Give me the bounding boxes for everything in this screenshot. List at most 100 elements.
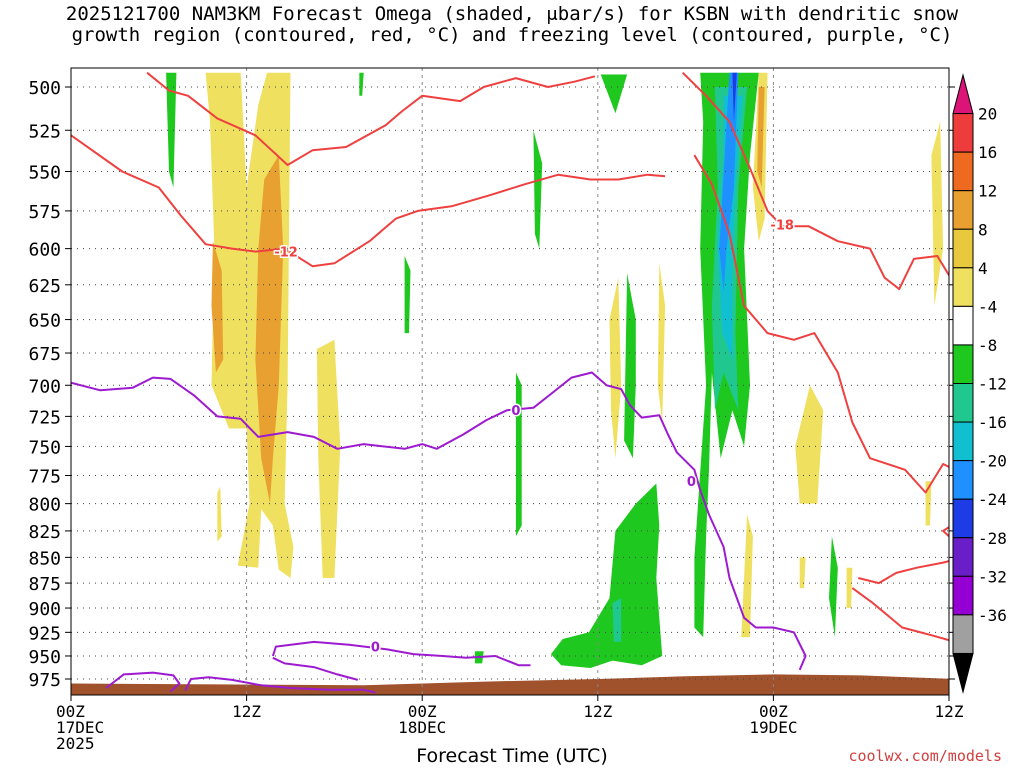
red-contour-6 bbox=[851, 587, 949, 642]
y-tick-label-775: 775 bbox=[28, 466, 61, 487]
red-contour-1 bbox=[146, 71, 596, 166]
colorbar-bin-3 bbox=[952, 190, 974, 230]
colorbar-bin-14 bbox=[952, 614, 974, 654]
omega-region-21 bbox=[795, 385, 824, 504]
colorbar-bin-12 bbox=[952, 537, 974, 577]
x-tick-label-0-0: 00Z bbox=[56, 702, 85, 721]
colorbar-label-13: -36 bbox=[978, 606, 1007, 625]
colorbar-bin-2 bbox=[952, 151, 974, 192]
y-tick-label-525: 525 bbox=[28, 121, 61, 142]
y-tick-label-975: 975 bbox=[28, 670, 61, 691]
y-tick-label-900: 900 bbox=[28, 599, 61, 620]
x-tick-label-36-0: 12Z bbox=[583, 702, 612, 721]
omega-region-12 bbox=[600, 74, 628, 114]
omega-region-16 bbox=[719, 72, 739, 292]
red-contour-3 bbox=[693, 154, 949, 494]
omega-region-9 bbox=[515, 372, 522, 537]
y-tick-label-650: 650 bbox=[28, 311, 61, 332]
x-tick-label-24-0: 00Z bbox=[408, 702, 437, 721]
omega-region-17 bbox=[732, 72, 737, 122]
omega-region-28 bbox=[846, 567, 853, 608]
omega-region-8 bbox=[533, 130, 543, 249]
colorbar-label-2: 12 bbox=[978, 182, 997, 201]
omega-region-1 bbox=[255, 155, 284, 504]
x-tick-label-24-1: 18DEC bbox=[398, 718, 446, 737]
colorbar-label-6: -8 bbox=[978, 336, 997, 355]
chart-title: 2025121700 NAM3KM Forecast Omega (shaded… bbox=[0, 4, 1024, 46]
colorbar-label-0: 20 bbox=[978, 105, 997, 124]
colorbar-bin-5 bbox=[952, 267, 974, 307]
colorbar-bin-7 bbox=[952, 344, 974, 384]
colorbar-bin-1 bbox=[952, 113, 974, 153]
x-tick-label-0-1: 17DEC bbox=[56, 718, 104, 737]
omega-region-11 bbox=[551, 483, 663, 668]
grid-lines bbox=[71, 68, 949, 695]
y-tick-label-800: 800 bbox=[28, 495, 61, 516]
colorbar-bin-4 bbox=[952, 228, 974, 269]
omega-region-18 bbox=[612, 598, 622, 642]
x-tick-label-0-2: 2025 bbox=[56, 734, 95, 753]
y-tick-label-850: 850 bbox=[28, 548, 61, 569]
y-tick-label-575: 575 bbox=[28, 202, 61, 223]
dendritic-growth-contours bbox=[71, 71, 949, 642]
red-contour-5 bbox=[858, 560, 949, 585]
colorbar-label-7: -12 bbox=[978, 375, 1007, 394]
colorbar-bin-13 bbox=[952, 575, 974, 616]
purple-contour-label-2: 0 bbox=[371, 641, 380, 656]
plot-frame bbox=[70, 67, 950, 696]
omega-region-23 bbox=[657, 263, 666, 423]
colorbar-label-10: -24 bbox=[978, 490, 1007, 509]
omega-region-6 bbox=[359, 72, 364, 96]
purple-contour-4 bbox=[105, 671, 181, 693]
terrain-fill bbox=[71, 674, 949, 695]
red-contour-2 bbox=[681, 71, 949, 291]
omega-shading bbox=[166, 72, 944, 668]
purple-contour-0 bbox=[71, 371, 807, 671]
contour-labels: -12 -18 0 0 0 bbox=[273, 217, 796, 657]
omega-region-2 bbox=[211, 241, 224, 373]
freezing-level-contours bbox=[71, 371, 807, 694]
purple-contour-3 bbox=[272, 656, 359, 681]
y-tick-label-625: 625 bbox=[28, 276, 61, 297]
omega-region-15 bbox=[717, 95, 743, 360]
y-tick-label-825: 825 bbox=[28, 522, 61, 543]
y-tick-label-700: 700 bbox=[28, 376, 61, 397]
title-line-1: 2025121700 NAM3KM Forecast Omega (shaded… bbox=[65, 3, 959, 25]
omega-region-4 bbox=[217, 486, 222, 542]
y-tick-label-675: 675 bbox=[28, 344, 61, 365]
colorbar-bin-15 bbox=[952, 652, 974, 694]
title-line-2: growth region (contoured, red, °C) and f… bbox=[71, 24, 953, 46]
omega-region-5 bbox=[166, 72, 177, 188]
colorbar-label-3: 8 bbox=[978, 220, 988, 239]
omega-region-22 bbox=[609, 277, 622, 459]
y-tick-label-925: 925 bbox=[28, 623, 61, 644]
omega-region-27 bbox=[829, 536, 838, 638]
colorbar-label-9: -20 bbox=[978, 452, 1007, 471]
y-tick-label-725: 725 bbox=[28, 407, 61, 428]
purple-contour-label-1: 0 bbox=[687, 475, 696, 490]
colorbar: 20 16 12 8 4 -4 -8 -12 -16 -20 -24 -28 -32 -36 bbox=[952, 73, 1007, 694]
red-contour-label-0: -12 bbox=[274, 246, 298, 261]
site-credit: coolwx.com/models bbox=[848, 747, 1002, 765]
y-tick-label-550: 550 bbox=[28, 162, 61, 183]
omega-region-10 bbox=[624, 273, 636, 459]
colorbar-bin-9 bbox=[952, 421, 974, 462]
omega-region-30 bbox=[925, 481, 932, 526]
colorbar-bin-8 bbox=[952, 383, 974, 423]
colorbar-bin-0 bbox=[952, 73, 974, 115]
omega-region-29 bbox=[799, 557, 806, 589]
colorbar-label-12: -32 bbox=[978, 567, 1007, 586]
omega-region-3 bbox=[316, 339, 341, 578]
plot-background bbox=[71, 68, 949, 695]
omega-region-20 bbox=[757, 87, 765, 188]
colorbar-label-5: -4 bbox=[978, 297, 997, 316]
terrain-polygon bbox=[71, 674, 949, 695]
x-tick-label-12-0: 12Z bbox=[232, 702, 261, 721]
y-axis-ticks: 500 525 550 575 600 625 650 675 700 725 750 775 800 8… bbox=[28, 78, 955, 691]
purple-contour-2 bbox=[271, 640, 531, 667]
x-tick-label-60-0: 12Z bbox=[935, 702, 964, 721]
y-tick-label-950: 950 bbox=[28, 647, 61, 668]
colorbar-label-1: 16 bbox=[978, 143, 997, 162]
